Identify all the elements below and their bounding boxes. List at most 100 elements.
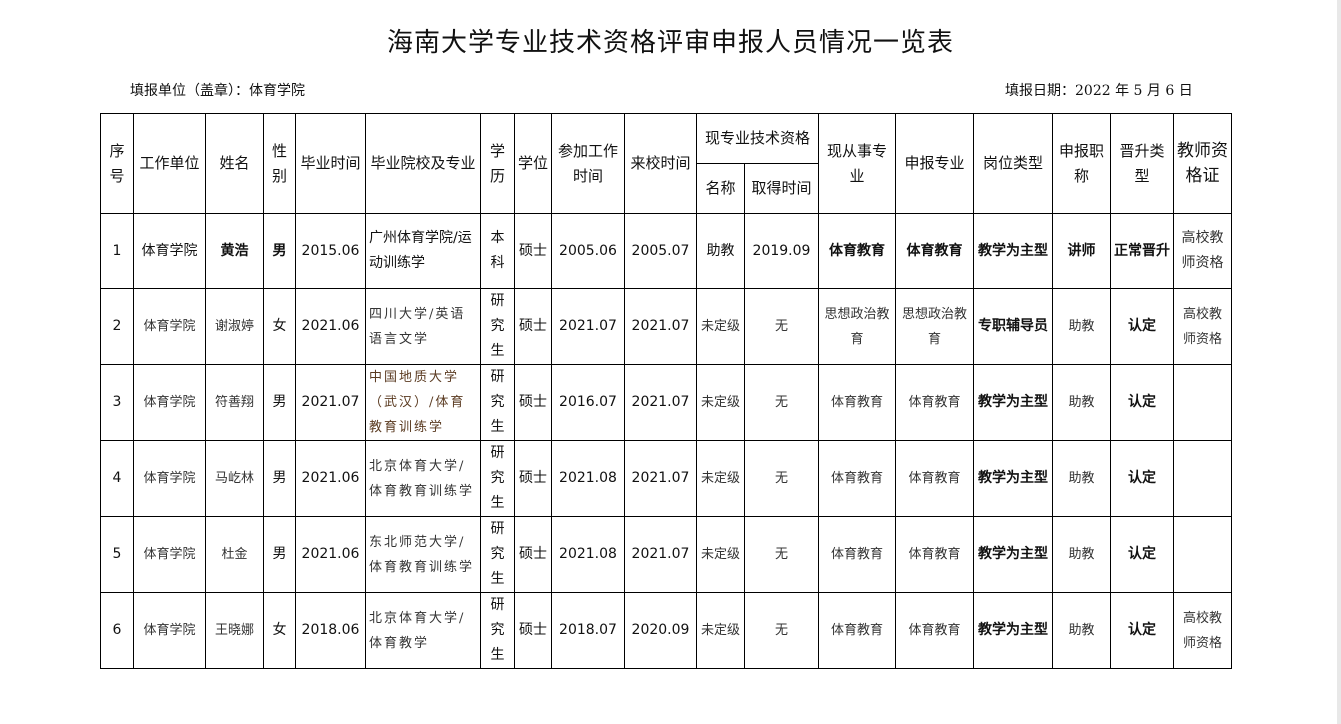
cell-title-time: 2019.09 [744, 213, 819, 289]
cell-gender: 女 [263, 592, 296, 669]
cell-grad-time: 2021.06 [295, 516, 366, 593]
cell-grad-time: 2021.06 [295, 440, 366, 517]
header-school: 毕业院校及专业 [365, 113, 481, 214]
cell-work-time: 2021.08 [551, 440, 625, 517]
header-unit: 工作单位 [133, 113, 206, 214]
table-row: 5 体育学院 杜金男 2021.06 东北师范大学/体育教育训练学 研究生 硕士 2021.0… [100, 516, 1232, 593]
cell-apply-title: 助教 [1052, 592, 1111, 669]
cell-degree: 硕士 [514, 364, 552, 441]
cell-seq: 6 [100, 592, 134, 669]
cell-unit: 体育学院 [133, 288, 206, 365]
cell-join-time: 2021.07 [624, 364, 697, 441]
cell-seq: 4 [100, 440, 134, 517]
cell-school: 广州体育学院/运动训练学 [365, 213, 481, 289]
header-apply-title: 申报职称 [1052, 113, 1111, 214]
cell-apply-major: 体育教育 [895, 592, 974, 669]
unit-label: 填报单位（盖章）：体育学院 [130, 83, 305, 99]
cell-title-time: 无 [744, 592, 819, 669]
cell-edu: 研究生 [480, 440, 515, 517]
cell-seq: 1 [100, 213, 134, 289]
cell-work-time: 2021.08 [551, 516, 625, 593]
cell-gender: 男 [263, 440, 296, 517]
cell-name: 黄浩 [205, 213, 264, 289]
cell-title-name: 未定级 [696, 364, 745, 441]
cell-school: 北京体育大学/体育教育训练学 [365, 440, 481, 517]
cell-apply-title: 助教 [1052, 288, 1111, 365]
cell-degree: 硕士 [514, 440, 552, 517]
cell-work-time: 2021.07 [551, 288, 625, 365]
cell-work-time: 2005.06 [551, 213, 625, 289]
cell-seq: 5 [100, 516, 134, 593]
cell-gender: 男 [263, 364, 296, 441]
cell-promo-type: 认定 [1110, 364, 1174, 441]
cell-cert [1173, 364, 1232, 441]
header-degree: 学位 [514, 113, 552, 214]
cell-school: 东北师范大学/体育教育训练学 [365, 516, 481, 593]
cell-grad-time: 2021.06 [295, 288, 366, 365]
table-row: 3 体育学院 符善翔男 2021.07 中国地质大学（武汉）/体育教育训练学 研究生 硕士 2… [100, 364, 1232, 441]
cell-unit: 体育学院 [133, 440, 206, 517]
header-current-title: 现专业技术资格 [696, 113, 819, 164]
cell-join-time: 2021.07 [624, 288, 697, 365]
cell-title-name: 未定级 [696, 440, 745, 517]
cell-cert: 高校教师资格 [1173, 288, 1232, 365]
cell-apply-major: 体育教育 [895, 364, 974, 441]
cell-post-type: 教学为主型 [973, 516, 1053, 593]
cell-join-time: 2005.07 [624, 213, 697, 289]
cell-post-type: 教学为主型 [973, 213, 1053, 289]
header-edu: 学历 [480, 113, 515, 214]
cell-post-type: 教学为主型 [973, 592, 1053, 669]
cell-unit: 体育学院 [133, 592, 206, 669]
cell-current-major: 体育教育 [818, 213, 896, 289]
cell-promo-type: 认定 [1110, 440, 1174, 517]
cell-apply-major: 体育教育 [895, 213, 974, 289]
cell-apply-major: 思想政治教育 [895, 288, 974, 365]
cell-promo-type: 正常晋升 [1110, 213, 1174, 289]
cell-grad-time: 2021.07 [295, 364, 366, 441]
cell-title-time: 无 [744, 364, 819, 441]
cell-current-major: 体育教育 [818, 516, 896, 593]
cell-apply-title: 讲师 [1052, 213, 1111, 289]
cell-grad-time: 2015.06 [295, 213, 366, 289]
date-label: 填报日期：2022 年 5 月 6 日 [1005, 83, 1193, 99]
header-join-time: 来校时间 [624, 113, 697, 214]
cell-title-time: 无 [744, 440, 819, 517]
table-row: 2 体育学院 谢淑婷女 2021.06 四川大学/英语语言文学 研究生 硕士 2021.07 2… [100, 288, 1232, 365]
cell-work-time: 2018.07 [551, 592, 625, 669]
cell-current-major: 体育教育 [818, 364, 896, 441]
cell-unit: 体育学院 [133, 516, 206, 593]
cell-post-type: 教学为主型 [973, 440, 1053, 517]
cell-name: 符善翔 [205, 364, 264, 441]
cell-edu: 研究生 [480, 288, 515, 365]
cell-school: 四川大学/英语语言文学 [365, 288, 481, 365]
cell-gender: 男 [263, 516, 296, 593]
cell-edu: 本科 [480, 213, 515, 289]
cell-unit: 体育学院 [133, 213, 206, 289]
cell-seq: 3 [100, 364, 134, 441]
table-row: 6 体育学院 王晓娜女 2018.06 北京体育大学/体育教学 研究生 硕士 2018.07 2… [100, 592, 1232, 669]
cell-join-time: 2020.09 [624, 592, 697, 669]
cell-edu: 研究生 [480, 364, 515, 441]
cell-cert [1173, 516, 1232, 593]
cell-title-time: 无 [744, 516, 819, 593]
cell-current-major: 体育教育 [818, 592, 896, 669]
cell-school: 中国地质大学（武汉）/体育教育训练学 [365, 364, 481, 441]
cell-degree: 硕士 [514, 213, 552, 289]
cell-current-major: 思想政治教育 [818, 288, 896, 365]
cell-title-name: 未定级 [696, 288, 745, 365]
cell-promo-type: 认定 [1110, 516, 1174, 593]
cell-cert: 高校教师资格 [1173, 592, 1232, 669]
cell-edu: 研究生 [480, 592, 515, 669]
cell-cert [1173, 440, 1232, 517]
header-work-time: 参加工作时间 [551, 113, 625, 214]
cell-title-time: 无 [744, 288, 819, 365]
cell-apply-title: 助教 [1052, 440, 1111, 517]
cell-degree: 硕士 [514, 592, 552, 669]
cell-apply-major: 体育教育 [895, 440, 974, 517]
cell-apply-title: 助教 [1052, 364, 1111, 441]
header-title-time: 取得时间 [744, 163, 819, 214]
cell-degree: 硕士 [514, 516, 552, 593]
cell-school: 北京体育大学/体育教学 [365, 592, 481, 669]
table-row: 1 体育学院 黄浩男 2015.06 广州体育学院/运动训练学 本科 硕士 2005.06 20… [100, 213, 1232, 289]
cell-grad-time: 2018.06 [295, 592, 366, 669]
